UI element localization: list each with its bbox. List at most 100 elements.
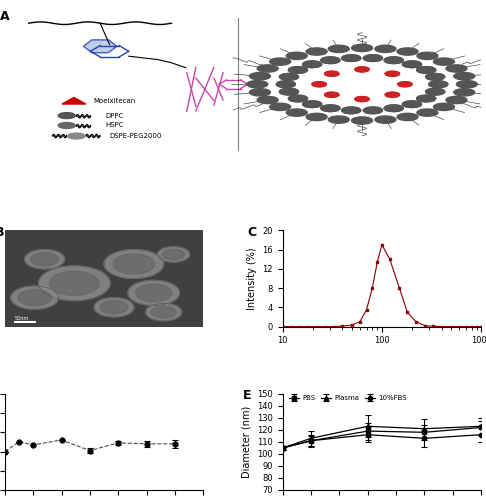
Circle shape: [342, 55, 361, 62]
Circle shape: [277, 81, 295, 87]
Circle shape: [328, 45, 349, 52]
Text: DPPC: DPPC: [105, 112, 123, 118]
Circle shape: [303, 101, 322, 107]
Circle shape: [306, 48, 327, 55]
Circle shape: [384, 57, 403, 64]
Circle shape: [157, 246, 190, 262]
Circle shape: [151, 306, 176, 318]
Circle shape: [355, 67, 369, 72]
Circle shape: [417, 66, 436, 73]
Circle shape: [355, 96, 369, 102]
Y-axis label: Intensity (%): Intensity (%): [247, 247, 257, 310]
Circle shape: [257, 65, 278, 72]
Circle shape: [270, 103, 291, 110]
Text: A: A: [0, 10, 10, 23]
Circle shape: [397, 48, 418, 55]
Circle shape: [11, 286, 58, 309]
Circle shape: [68, 133, 85, 139]
Polygon shape: [62, 98, 86, 104]
Circle shape: [257, 96, 278, 103]
Circle shape: [364, 55, 382, 62]
Circle shape: [342, 107, 361, 114]
Circle shape: [303, 61, 322, 68]
Circle shape: [456, 80, 477, 88]
Circle shape: [288, 95, 308, 102]
Circle shape: [303, 61, 322, 68]
Circle shape: [288, 66, 308, 73]
Circle shape: [328, 116, 349, 124]
Circle shape: [417, 52, 438, 60]
Circle shape: [402, 61, 421, 68]
Circle shape: [321, 57, 340, 64]
Circle shape: [279, 74, 298, 80]
Circle shape: [402, 101, 421, 107]
Circle shape: [355, 96, 369, 102]
Circle shape: [94, 298, 134, 317]
Circle shape: [417, 66, 436, 73]
Text: DSPE-PEG2000: DSPE-PEG2000: [110, 133, 162, 139]
Circle shape: [402, 61, 421, 68]
Circle shape: [288, 95, 308, 102]
Text: B: B: [0, 226, 4, 238]
Circle shape: [417, 109, 438, 116]
Circle shape: [306, 114, 327, 120]
Circle shape: [364, 107, 382, 114]
Circle shape: [288, 66, 308, 73]
Circle shape: [454, 88, 475, 96]
Circle shape: [31, 252, 58, 266]
Circle shape: [364, 107, 382, 114]
Text: Moeixitecan: Moeixitecan: [93, 98, 135, 103]
Circle shape: [279, 88, 298, 95]
Circle shape: [321, 105, 340, 112]
Circle shape: [434, 58, 454, 65]
Circle shape: [249, 72, 270, 80]
Circle shape: [247, 80, 268, 88]
Circle shape: [398, 82, 412, 86]
Text: 50nm: 50nm: [15, 316, 29, 321]
Circle shape: [446, 65, 467, 72]
Circle shape: [385, 72, 399, 76]
Circle shape: [312, 82, 327, 86]
Circle shape: [351, 44, 373, 52]
Circle shape: [385, 92, 399, 97]
Circle shape: [18, 290, 52, 306]
Circle shape: [104, 250, 164, 278]
Circle shape: [279, 88, 298, 95]
Circle shape: [417, 95, 436, 102]
Circle shape: [426, 88, 445, 95]
Circle shape: [291, 60, 434, 109]
Circle shape: [325, 72, 339, 76]
Circle shape: [402, 101, 421, 107]
Circle shape: [321, 105, 340, 112]
Text: C: C: [247, 226, 256, 238]
Circle shape: [49, 271, 99, 295]
Text: HSPC: HSPC: [105, 122, 123, 128]
Circle shape: [429, 81, 448, 87]
Circle shape: [426, 74, 445, 80]
Circle shape: [434, 103, 454, 110]
Circle shape: [375, 116, 396, 124]
Circle shape: [113, 254, 155, 274]
Circle shape: [25, 250, 64, 269]
Circle shape: [384, 105, 403, 112]
Circle shape: [426, 88, 445, 95]
Circle shape: [454, 72, 475, 80]
Circle shape: [303, 101, 322, 107]
Circle shape: [162, 249, 185, 260]
Circle shape: [270, 58, 291, 65]
Circle shape: [397, 114, 418, 120]
Circle shape: [312, 82, 327, 86]
FancyBboxPatch shape: [5, 230, 203, 326]
Circle shape: [279, 74, 298, 80]
Y-axis label: Diameter (nm): Diameter (nm): [242, 406, 252, 478]
Circle shape: [38, 266, 110, 300]
Circle shape: [100, 300, 128, 314]
Circle shape: [128, 280, 179, 305]
Circle shape: [58, 122, 75, 128]
Circle shape: [146, 304, 181, 321]
Circle shape: [384, 105, 403, 112]
Legend: PBS, Plasma, 10%FBS: PBS, Plasma, 10%FBS: [286, 392, 409, 404]
Circle shape: [136, 284, 172, 302]
Circle shape: [446, 96, 467, 103]
Circle shape: [277, 81, 295, 87]
